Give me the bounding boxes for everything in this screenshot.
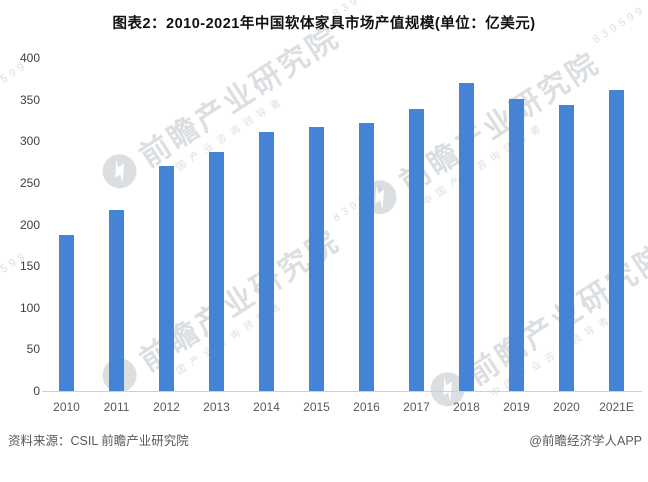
bar-2010 bbox=[59, 234, 74, 391]
bar-2019 bbox=[509, 98, 524, 391]
x-tick-label: 2016 bbox=[353, 400, 380, 414]
bar-2018 bbox=[459, 82, 474, 391]
x-tick-label: 2014 bbox=[253, 400, 280, 414]
x-tick-label: 2015 bbox=[303, 400, 330, 414]
credit-note: @前瞻经济学人APP bbox=[529, 434, 642, 448]
chart-title: 图表2：2010-2021年中国软体家具市场产值规模(单位：亿美元) bbox=[112, 16, 536, 32]
x-tick-label: 2011 bbox=[103, 400, 130, 414]
bar-2014 bbox=[259, 132, 274, 391]
bar-2011 bbox=[109, 210, 124, 391]
x-tick-label: 2019 bbox=[503, 400, 530, 414]
source-note: 资料来源：CSIL 前瞻产业研究院 bbox=[8, 434, 189, 448]
y-tick-label: 350 bbox=[19, 92, 40, 107]
y-tick-label: 300 bbox=[19, 134, 40, 149]
y-tick-label: 0 bbox=[33, 384, 40, 398]
plot-area bbox=[42, 58, 642, 392]
x-tick-label: 2020 bbox=[553, 400, 580, 414]
y-tick-label: 250 bbox=[19, 175, 40, 190]
bar-2015 bbox=[309, 127, 324, 391]
x-tick-label: 2021E bbox=[599, 400, 634, 414]
bar-2016 bbox=[359, 122, 374, 391]
y-tick-label: 200 bbox=[19, 217, 40, 232]
bar-2013 bbox=[209, 152, 224, 391]
y-tick-label: 100 bbox=[19, 300, 40, 315]
bar-chart: 图表2：2010-2021年中国软体家具市场产值规模(单位：亿美元) 0 50 10… bbox=[0, 0, 642, 461]
x-tick-label: 2018 bbox=[453, 400, 480, 414]
bar-2021E bbox=[609, 90, 624, 391]
x-tick-label: 2017 bbox=[403, 400, 430, 414]
y-tick-label: 50 bbox=[26, 342, 40, 357]
y-tick-label: 150 bbox=[19, 259, 40, 274]
x-axis: 2010 2011 2012 2013 2014 2015 2016 2017 2018 2019… bbox=[42, 399, 642, 415]
x-tick-label: 2010 bbox=[53, 400, 80, 414]
x-tick-label: 2013 bbox=[203, 400, 230, 414]
x-tick-label: 2012 bbox=[153, 400, 180, 414]
bar-2017 bbox=[409, 108, 424, 391]
bar-2020 bbox=[559, 104, 574, 391]
bar-2012 bbox=[159, 166, 174, 391]
y-axis: 0 50 100 150 200 250 300 350 400 bbox=[0, 0, 40, 461]
y-tick-label: 400 bbox=[19, 51, 40, 65]
